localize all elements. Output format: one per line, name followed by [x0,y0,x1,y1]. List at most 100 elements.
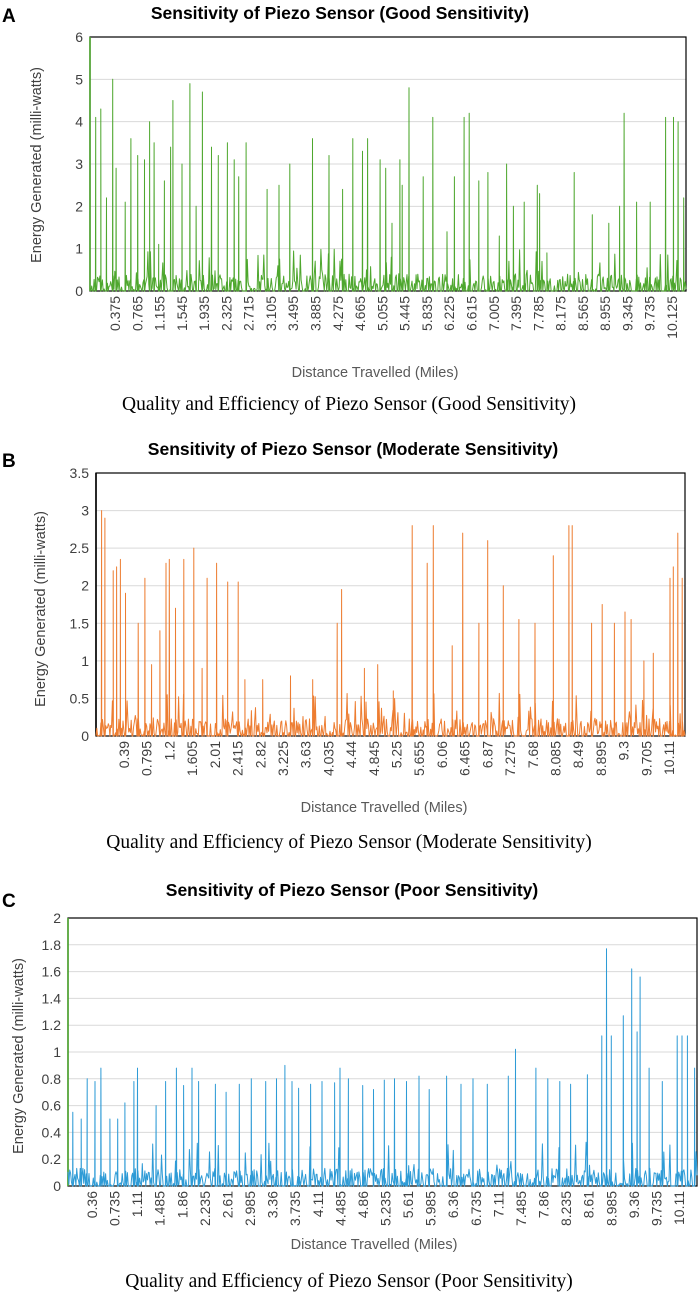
panel-a-x-tick-label: 7.395 [508,296,524,331]
panel-a-x-tick-label: 10.125 [664,296,680,339]
panel-b-x-tick-label: 4.845 [366,741,382,776]
panel-a-caption: Quality and Efficiency of Piezo Sensor (… [122,394,576,415]
panel-b-x-tick-label: 3.225 [275,741,291,776]
panel-a-x-tick-label: 9.735 [642,296,658,331]
panel-b-y-tick-label: 2.5 [70,540,90,556]
panel-c-y-tick-label: 1.6 [42,964,62,980]
panel-b-x-tick-label: 2.82 [252,741,268,768]
panel-a-x-tick-label: 0.765 [129,296,145,331]
panel-c-caption: Quality and Efficiency of Piezo Sensor (… [125,1271,573,1292]
panel-c-y-tick-label: 1 [53,1044,61,1060]
chart-panel-b: B Sensitivity of Piezo Sensor (Moderate … [2,439,686,853]
panel-b-letter: B [2,451,16,472]
panel-c-x-tick-label: 2.985 [242,1191,258,1226]
panel-b-x-tick-label: 4.44 [343,741,359,768]
panel-c-letter: C [2,891,16,912]
panel-c-x-tick-label: 4.11 [310,1191,326,1217]
panel-a-plot: 0 1 2 3 4 5 6 0.375 0.765 1.155 1.545 1.935 2.325 2.7… [75,29,687,339]
panel-b-title: Sensitivity of Piezo Sensor (Moderate Se… [148,439,558,459]
panel-a-xlabel: Distance Travelled (Miles) [292,365,459,381]
panel-c-x-tick-label: 3.735 [287,1191,303,1226]
panel-a-y-tick-label: 0 [75,283,83,299]
panel-a-x-tick-label: 2.715 [241,296,257,331]
panel-a-x-tick-label: 5.445 [397,296,413,331]
panel-c-x-tick-label: 7.11 [490,1191,506,1217]
panel-b-x-tick-label: 8.49 [570,741,586,768]
panel-c-x-tick-label: 10.11 [671,1191,687,1225]
panel-c-x-tick-label: 6.36 [445,1191,461,1218]
panel-c-y-tick-label: 0.4 [42,1124,62,1140]
panel-c-xlabel: Distance Travelled (Miles) [291,1237,458,1253]
panel-b-x-tick-label: 4.035 [320,741,336,776]
panel-b-caption: Quality and Efficiency of Piezo Sensor (… [106,832,591,853]
panel-b-x-tick-label: 0.39 [116,741,132,768]
panel-a-x-tick-label: 7.785 [530,296,546,331]
panel-c-x-tick-label: 8.61 [581,1191,597,1218]
panel-b-x-tick-label: 6.06 [434,741,450,768]
panel-a-x-tick-label: 5.835 [419,296,435,331]
panel-c-y-tick-label: 1.2 [42,1017,62,1033]
panel-c-y-tick-label: 2 [53,910,61,926]
chart-panel-c: C Sensitivity of Piezo Sensor (Poor Sens… [2,880,698,1292]
panel-c-y-tick-label: 0 [53,1178,61,1194]
panel-b-y-tick-label: 3.5 [70,465,90,481]
panel-c-x-tick-label: 8.235 [558,1191,574,1226]
panel-c-series-line [67,948,698,1187]
panel-c-x-tick-label: 4.485 [332,1191,348,1226]
panel-b-x-tick-label: 2.01 [207,741,223,768]
panel-c-x-tick-label: 9.735 [648,1191,664,1226]
panel-c-x-tick-label: 5.985 [423,1191,439,1226]
panel-a-x-tick-label: 3.105 [263,296,279,331]
panel-b-plot: 0 0.5 1 1.5 2 2.5 3 3.5 0.39 0.795 1.2 1.605 2.01 2.4… [70,465,686,776]
panel-a-letter: A [2,6,16,27]
panel-b-x-tick-label: 8.085 [548,741,564,776]
panel-c-x-tick-label: 8.985 [603,1191,619,1226]
panel-c-x-tick-label: 2.235 [197,1191,213,1226]
panel-a-y-tick-label: 3 [75,156,83,172]
panel-a-series-line [89,78,687,292]
panel-b-x-tick-label: 7.68 [525,741,541,768]
panel-a-ylabel: Energy Generated (milli-watts) [29,67,45,263]
panel-a-x-tick-label: 6.615 [464,296,480,331]
panel-c-y-tick-label: 1.4 [42,990,62,1006]
chart-panel-a: A Sensitivity of Piezo Sensor (Good Sens… [2,3,687,415]
panel-a-y-tick-label: 5 [75,71,83,87]
panel-a-x-tick-label: 4.275 [330,296,346,331]
panel-c-x-tick-label: 1.86 [174,1191,190,1218]
panel-b-ylabel: Energy Generated (milli-watts) [33,511,49,707]
panel-c-x-tick-label: 7.485 [513,1191,529,1226]
panel-b-x-tick-label: 9.3 [616,741,632,761]
panel-c-x-tick-label: 9.36 [626,1191,642,1218]
panel-a-x-tick-label: 5.055 [374,296,390,331]
panel-b-y-tick-label: 3 [81,503,89,519]
panel-a-x-tick-label: 9.345 [619,296,635,331]
panel-a-x-tick-label: 1.155 [152,296,168,331]
panel-a-y-tick-label: 4 [75,114,83,130]
panel-b-series-line [95,510,686,737]
panel-b-x-tick-label: 6.87 [479,741,495,768]
panel-b-y-tick-label: 2 [81,578,89,594]
panel-a-x-tick-label: 1.935 [196,296,212,331]
panel-a-x-tick-label: 4.665 [352,296,368,331]
panel-c-plot: 0 0.2 0.4 0.6 0.8 1 1.2 1.4 1.6 1.8 2 0.36 0.735 1.11… [42,910,698,1226]
panel-a-title: Sensitivity of Piezo Sensor (Good Sensit… [151,3,529,23]
panel-b-x-tick-label: 1.2 [161,741,177,761]
panel-b-y-tick-label: 0.5 [70,690,90,706]
panel-a-y-tick-label: 2 [75,198,83,214]
panel-b-y-tick-label: 1.5 [70,615,90,631]
panel-c-y-tick-label: 0.8 [42,1071,62,1087]
panel-a-y-tick-label: 6 [75,29,83,45]
panel-a-x-tick-label: 7.005 [486,296,502,331]
panel-b-x-tick-label: 8.895 [593,741,609,776]
panel-c-x-tick-label: 4.86 [355,1191,371,1218]
panel-c-x-tick-label: 6.735 [468,1191,484,1226]
panel-b-x-tick-label: 5.655 [411,741,427,776]
panel-a-y-tick-label: 1 [75,241,83,257]
panel-c-y-tick-label: 1.8 [42,937,62,953]
panel-a-x-tick-label: 3.885 [308,296,324,331]
panel-c-y-tick-label: 0.2 [42,1151,62,1167]
panel-c-x-tick-label: 7.86 [536,1191,552,1218]
panel-c-ylabel: Energy Generated (milli-watts) [11,958,27,1154]
panel-c-x-tick-label: 0.36 [84,1191,100,1218]
